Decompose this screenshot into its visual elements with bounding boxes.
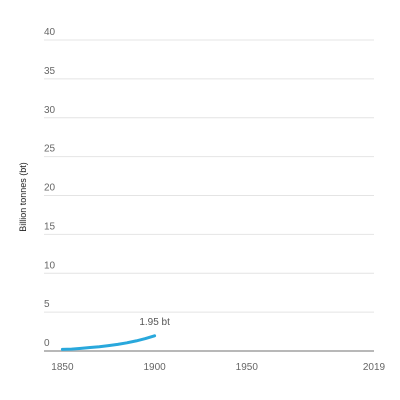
x-tick-label: 1900 (143, 362, 166, 373)
data-point (144, 337, 147, 340)
y-tick-label: 0 (44, 338, 50, 349)
y-tick-label: 35 (44, 66, 56, 77)
y-tick-label: 20 (44, 183, 56, 194)
y-axis-ticks: 0 5 10 15 20 25 30 35 40 (44, 27, 56, 349)
y-tick-label: 30 (44, 105, 56, 116)
gridlines (44, 39, 374, 352)
data-point (79, 347, 83, 350)
data-point (125, 341, 129, 345)
x-axis-ticks: 1850 1900 1950 2019 (51, 362, 385, 373)
annotations: 1.95 bt (139, 317, 170, 328)
y-tick-label: 25 (44, 144, 56, 155)
data-point (88, 346, 92, 349)
data-point (134, 339, 138, 343)
y-tick-label: 5 (44, 299, 50, 310)
series-line (60, 334, 157, 351)
y-tick-label: 10 (44, 260, 56, 271)
data-point (61, 348, 64, 351)
y-axis-label: Billion tonnes (bt) (18, 162, 28, 232)
data-point (107, 344, 110, 347)
data-point (98, 345, 101, 348)
x-tick-label: 1950 (236, 362, 259, 373)
series-layer (60, 334, 157, 351)
x-tick-label: 2019 (363, 362, 386, 373)
data-label: 1.95 bt (139, 317, 170, 328)
x-tick-label: 1850 (51, 362, 74, 373)
data-point (116, 343, 119, 346)
data-point (153, 334, 156, 338)
data-point (70, 347, 73, 351)
y-tick-label: 40 (44, 27, 56, 38)
y-tick-label: 15 (44, 221, 56, 232)
